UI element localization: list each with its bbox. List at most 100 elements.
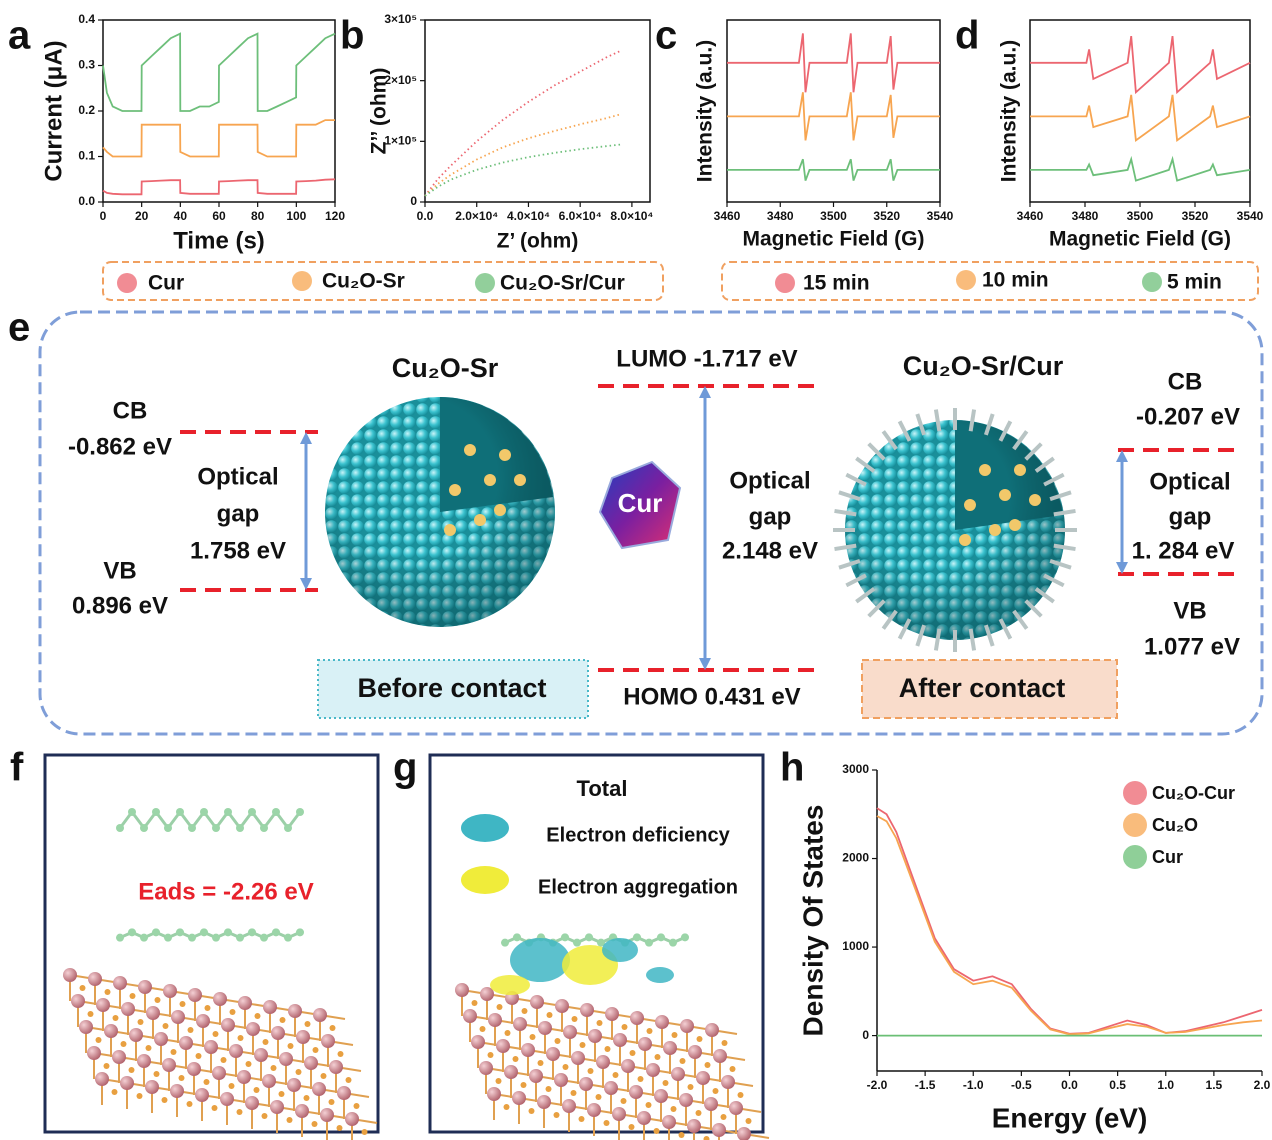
o-atom	[530, 1034, 536, 1040]
o-atom	[622, 1024, 628, 1030]
o-atom	[597, 1020, 603, 1026]
cu-atom	[605, 1007, 619, 1021]
cu-atom	[79, 1020, 93, 1034]
x-tick-label: -0.5	[1011, 1078, 1032, 1092]
legend-label: Cu₂O	[1152, 815, 1198, 835]
o-atom	[655, 1054, 661, 1060]
cu-atom	[246, 1022, 260, 1036]
molecule-atom	[657, 933, 665, 941]
cu-atom	[504, 1065, 518, 1079]
molecule-atom	[260, 824, 268, 832]
cu-atom	[337, 1086, 351, 1100]
o-atom	[213, 1031, 219, 1037]
legend-marker	[1123, 845, 1147, 869]
o-atom	[554, 1112, 560, 1118]
legend-icon	[461, 814, 509, 842]
cu-atom	[496, 1039, 510, 1053]
cu-atom	[629, 1085, 643, 1099]
cu-atom	[312, 1082, 326, 1096]
cu-atom	[195, 1088, 209, 1102]
x-tick-label: 3500	[1127, 209, 1154, 223]
molecule-atom	[212, 824, 220, 832]
o-atom	[246, 1061, 252, 1067]
molecule-atom	[284, 934, 292, 942]
cu-atom	[162, 1058, 176, 1072]
molecule-atom	[128, 808, 136, 816]
x-tick-label: 3500	[820, 209, 847, 223]
cu-atom	[546, 1047, 560, 1061]
cu-atom	[529, 1069, 543, 1083]
o-atom	[279, 1091, 285, 1097]
cu-atom	[479, 1061, 493, 1075]
plot-frame	[425, 20, 650, 202]
o-atom	[354, 1103, 360, 1109]
o-atom	[305, 1021, 311, 1027]
y-axis-label: Intensity (a.u.)	[998, 40, 1021, 182]
cu-atom	[270, 1100, 284, 1114]
o-atom	[163, 1023, 169, 1029]
cu-atom	[220, 1092, 234, 1106]
molecule-atom	[272, 808, 280, 816]
cu-atom	[279, 1052, 293, 1066]
o-atom	[155, 997, 161, 1003]
o-atom	[547, 1012, 553, 1018]
y-axis-label: Current (μA)	[40, 40, 67, 181]
o-atom	[346, 1077, 352, 1083]
dopant-atom	[1029, 494, 1041, 506]
o-atom	[571, 1090, 577, 1096]
y-tick-label: 0.0	[78, 194, 95, 208]
cu-atom	[63, 968, 77, 982]
cu-atom	[463, 1009, 477, 1023]
cu-atom	[212, 1066, 226, 1080]
o-atom	[746, 1118, 752, 1124]
dopant-atom	[964, 499, 976, 511]
charge-density	[510, 938, 570, 982]
label: CB	[113, 397, 148, 424]
molecule-atom	[272, 928, 280, 936]
cu-atom	[471, 1035, 485, 1049]
cu-atom	[587, 1103, 601, 1117]
o-atom	[504, 1104, 510, 1110]
cu-atom	[554, 1073, 568, 1087]
o-atom	[313, 1047, 319, 1053]
cu-atom	[696, 1071, 710, 1085]
dopant-atom	[989, 524, 1001, 536]
o-atom	[296, 1069, 302, 1075]
cu-atom	[287, 1078, 301, 1092]
o-atom	[263, 1039, 269, 1045]
legend-label: Electron aggregation	[538, 876, 738, 898]
cu-atom	[288, 1004, 302, 1018]
cu-atom	[637, 1111, 651, 1125]
o-atom	[329, 1099, 335, 1105]
o-atom	[646, 1102, 652, 1108]
data-line	[1030, 159, 1250, 180]
o-atom	[713, 1088, 719, 1094]
figure: a b c d e f g h Cu₂O-Sr Cu₂O-Sr/Cur CB -…	[0, 0, 1272, 1140]
data-line	[877, 816, 1262, 1034]
data-line	[727, 33, 940, 92]
x-tick-label: 3520	[1182, 209, 1209, 223]
cu-atom	[87, 1046, 101, 1060]
x-tick-label: 8.0×10⁴	[610, 209, 653, 223]
label: Optical	[197, 463, 278, 490]
legend-label: Cur	[1152, 847, 1183, 867]
cu-atom	[229, 1044, 243, 1058]
o-atom	[704, 1136, 710, 1140]
cu-atom	[304, 1056, 318, 1070]
o-atom	[330, 1025, 336, 1031]
cu-atom	[655, 1015, 669, 1029]
cu-atom	[120, 1076, 134, 1090]
data-line	[1030, 36, 1250, 92]
o-atom	[271, 1065, 277, 1071]
molecule-atom	[296, 928, 304, 936]
o-atom	[304, 1095, 310, 1101]
o-atom	[88, 1011, 94, 1017]
o-atom	[621, 1098, 627, 1104]
data-line	[1030, 95, 1250, 140]
o-atom	[129, 1067, 135, 1073]
o-atom	[121, 1041, 127, 1047]
cu-atom	[104, 1024, 118, 1038]
legend-label: Electron deficiency	[546, 824, 730, 846]
dopant-atom	[474, 514, 486, 526]
dopant-atom	[959, 534, 971, 546]
